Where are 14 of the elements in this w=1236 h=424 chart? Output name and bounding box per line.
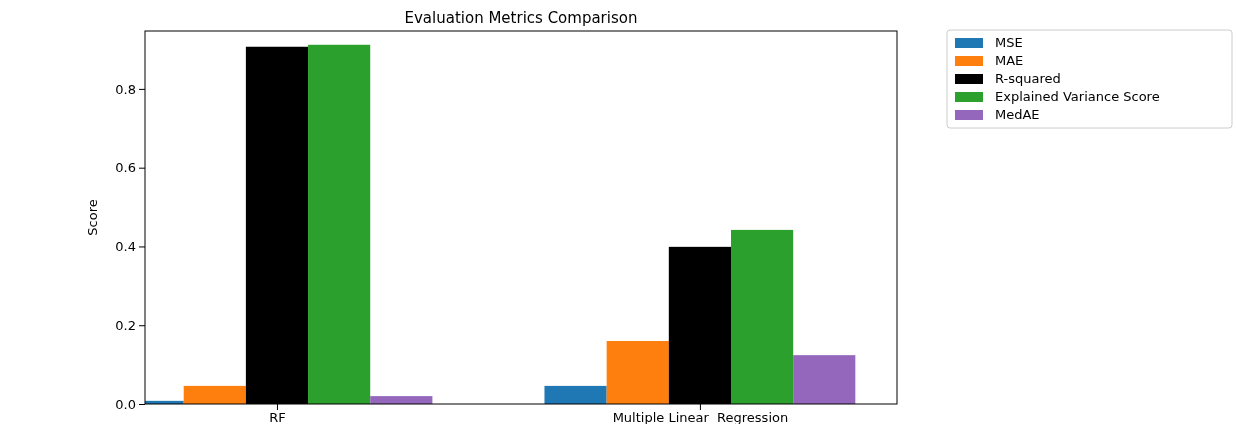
y-tick-label: 0.2 <box>115 317 136 333</box>
x-tick-label: Multiple Linear Regression <box>612 410 789 424</box>
legend-label: Explained Variance Score <box>995 89 1160 104</box>
x-tick-label: RF <box>269 410 286 424</box>
y-tick-label: 0.8 <box>115 81 136 97</box>
chart-title: Evaluation Metrics Comparison <box>404 9 638 27</box>
y-tick-label: 0.6 <box>115 160 136 176</box>
y-tick-label: 0.4 <box>115 239 136 255</box>
y-tick-label: 0.0 <box>115 396 136 412</box>
legend-label: MedAE <box>995 107 1040 122</box>
legend-label: MAE <box>995 53 1024 68</box>
y-axis-title: Score <box>85 199 100 236</box>
legend-label: MSE <box>995 35 1023 50</box>
legend-label: R-squared <box>995 71 1061 86</box>
